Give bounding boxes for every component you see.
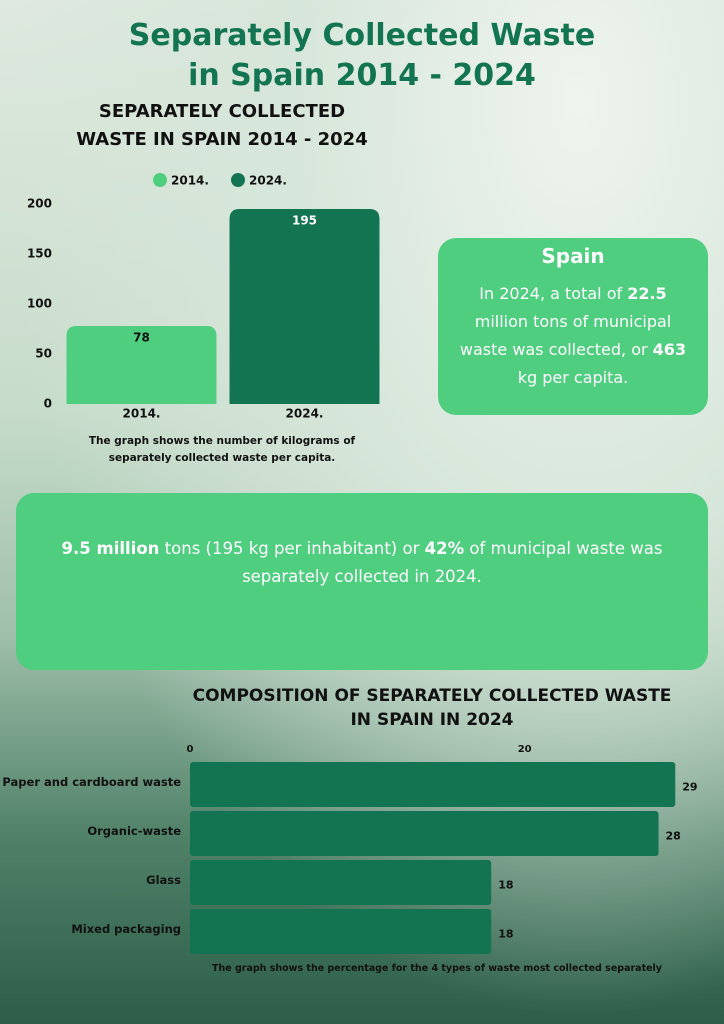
text: million tons of municipal waste was coll… (459, 312, 672, 359)
text: In 2024, a total of (479, 284, 628, 303)
data-label: 78 (133, 331, 150, 345)
text: kg per capita. (517, 368, 629, 387)
text: of municipal waste was separately collec… (242, 539, 663, 586)
legend-label: 2024. (249, 174, 287, 188)
x-tick-label: 20 (518, 744, 532, 755)
y-tick-label: Organic-waste (87, 824, 181, 838)
info-heading: Spain (541, 244, 605, 268)
x-tick-label: 2024. (286, 407, 324, 421)
data-label: 18 (498, 879, 513, 892)
chart-note: The graph shows the number of kilograms … (88, 435, 356, 464)
x-tick-label: 2014. (123, 407, 161, 421)
text: tons (195 kg per inhabitant) or (159, 539, 425, 558)
bar (190, 762, 676, 807)
legend-swatch (153, 173, 167, 187)
text-bold: 9.5 million (61, 539, 160, 558)
x-tick-label: 0 (187, 744, 194, 755)
y-tick-label: 200 (27, 197, 52, 211)
bar (190, 860, 492, 905)
legend-swatch (231, 173, 245, 187)
chart-note: The graph shows the percentage for the 4… (211, 963, 663, 974)
y-tick-label: Glass (146, 873, 181, 887)
chart-title: COMPOSITION OF SEPARATELY COLLECTED WAST… (192, 686, 672, 730)
bar (190, 811, 659, 856)
y-tick-label: Paper and cardboard waste (2, 775, 181, 789)
highlight-text: 9.5 million tons (195 kg per inhabitant)… (16, 535, 708, 591)
text-bold: 463 (652, 340, 687, 359)
text-bold: 42% (424, 539, 465, 558)
info-text: In 2024, a total of 22.5 million tons of… (452, 280, 694, 392)
info-box: Spain In 2024, a total of 22.5 million t… (438, 238, 708, 415)
y-tick-label: 50 (35, 347, 52, 361)
y-tick-label: Mixed packaging (71, 922, 181, 936)
y-tick-label: 0 (44, 397, 52, 411)
legend-label: 2014. (171, 174, 209, 188)
data-label: 28 (666, 830, 681, 843)
bar (66, 326, 217, 404)
highlight-box: 9.5 million tons (195 kg per inhabitant)… (16, 493, 708, 670)
page-title: Separately Collected Waste in Spain 2014… (128, 18, 596, 93)
data-label: 18 (498, 928, 513, 941)
data-label: 195 (292, 214, 317, 228)
y-tick-label: 100 (27, 297, 52, 311)
data-label: 29 (682, 781, 697, 794)
text-bold: 22.5 (627, 284, 667, 303)
chart-title: SEPARATELY COLLECTED WASTE IN SPAIN 2014… (76, 101, 368, 150)
y-tick-label: 150 (27, 247, 52, 261)
bar (229, 209, 380, 404)
bar (190, 909, 492, 954)
